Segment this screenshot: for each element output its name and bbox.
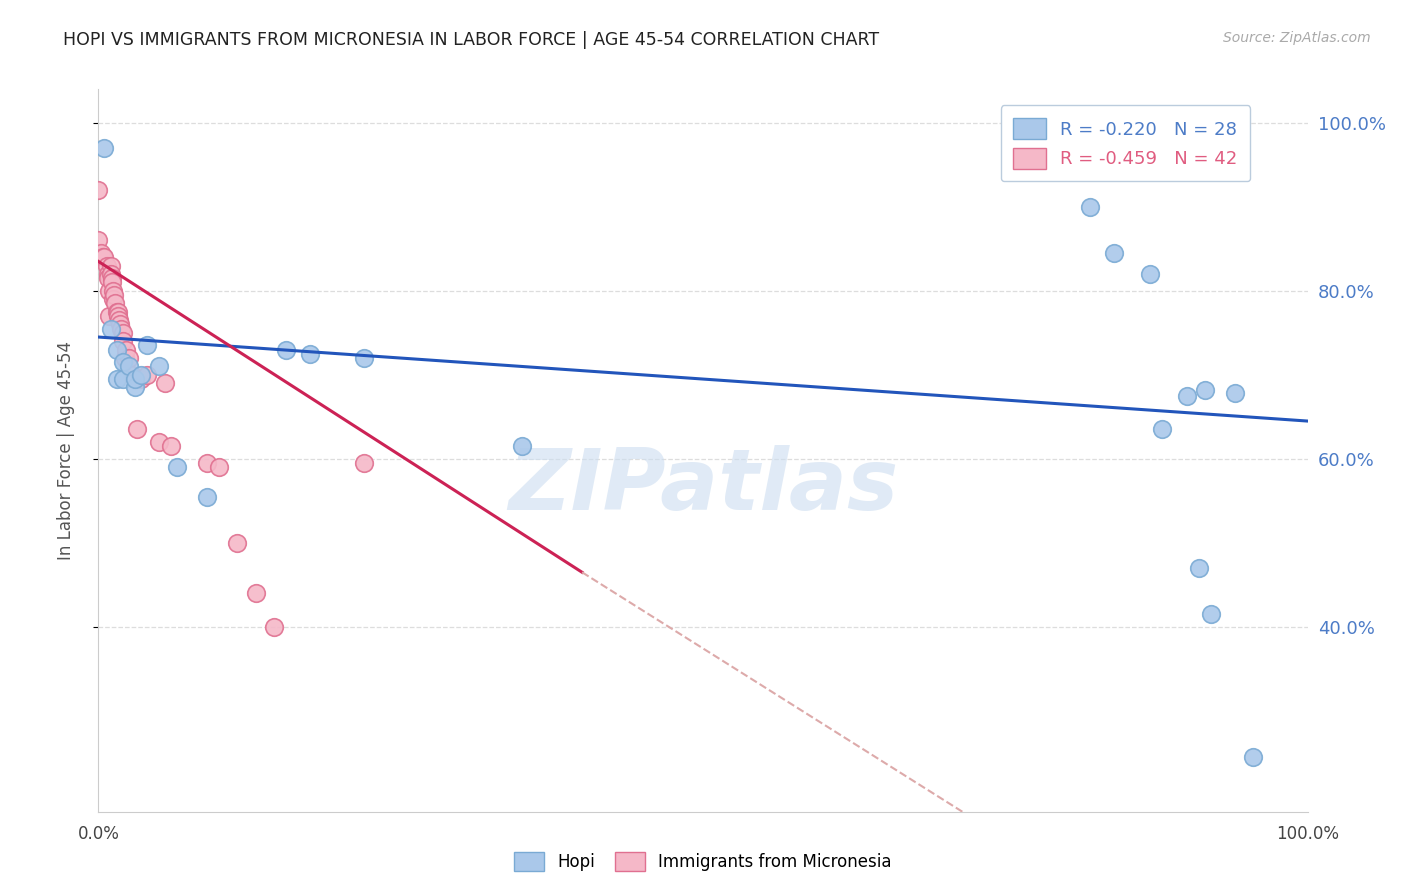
Point (103, 288, 125, 302)
Point (226, 536, 249, 550)
Point (274, 343, 297, 357)
Point (1223, 386, 1246, 401)
Point (93, 141, 115, 155)
Y-axis label: In Labor Force | Age 45-54: In Labor Force | Age 45-54 (56, 341, 75, 560)
Point (105, 372, 128, 386)
Point (101, 292, 124, 306)
Text: ZIPatlas: ZIPatlas (508, 445, 898, 528)
Point (97, 267, 120, 281)
Point (97, 271, 120, 285)
Point (1078, 200, 1101, 214)
Point (353, 456, 375, 470)
Point (100, 259, 122, 273)
Point (160, 439, 183, 453)
Point (111, 326, 134, 340)
Point (100, 276, 122, 290)
Legend: R = -0.220   N = 28, R = -0.459   N = 42: R = -0.220 N = 28, R = -0.459 N = 42 (1001, 105, 1250, 181)
Point (1139, 267, 1161, 281)
Point (93, 250, 115, 264)
Point (195, 456, 218, 470)
Point (90, 246, 112, 260)
Point (1188, 561, 1211, 575)
Point (129, 372, 152, 386)
Point (129, 368, 152, 382)
Point (98, 284, 121, 298)
Point (111, 334, 134, 349)
Point (135, 368, 157, 382)
Point (111, 372, 134, 386)
Point (245, 586, 267, 600)
Point (100, 267, 122, 281)
Point (208, 460, 231, 475)
Point (148, 359, 170, 374)
Point (1194, 383, 1216, 397)
Point (299, 347, 322, 361)
Point (100, 271, 122, 285)
Point (121, 368, 143, 382)
Point (87, 183, 110, 197)
Point (118, 359, 141, 374)
Point (107, 305, 129, 319)
Point (110, 321, 132, 335)
Point (1241, 750, 1264, 764)
Point (1102, 246, 1125, 260)
Point (105, 343, 128, 357)
Point (104, 296, 127, 310)
Point (1199, 607, 1222, 622)
Point (148, 435, 170, 450)
Point (98, 309, 121, 323)
Point (105, 305, 128, 319)
Point (510, 439, 533, 453)
Point (1152, 422, 1174, 436)
Point (135, 338, 157, 352)
Point (153, 376, 176, 391)
Legend: Hopi, Immigrants from Micronesia: Hopi, Immigrants from Micronesia (506, 843, 900, 880)
Point (100, 321, 122, 335)
Point (114, 351, 136, 365)
Point (195, 490, 218, 504)
Point (107, 309, 129, 323)
Point (87, 234, 110, 248)
Text: HOPI VS IMMIGRANTS FROM MICRONESIA IN LABOR FORCE | AGE 45-54 CORRELATION CHART: HOPI VS IMMIGRANTS FROM MICRONESIA IN LA… (63, 31, 879, 49)
Point (118, 351, 141, 365)
Point (127, 422, 149, 436)
Point (115, 343, 138, 357)
Point (96, 259, 118, 273)
Point (91, 250, 114, 264)
Point (166, 460, 188, 475)
Point (108, 318, 131, 332)
Point (124, 380, 146, 394)
Point (108, 313, 131, 327)
Point (101, 284, 124, 298)
Point (263, 620, 285, 634)
Point (1175, 389, 1198, 403)
Point (111, 355, 134, 369)
Point (353, 351, 375, 365)
Point (124, 372, 146, 386)
Text: Source: ZipAtlas.com: Source: ZipAtlas.com (1223, 31, 1371, 45)
